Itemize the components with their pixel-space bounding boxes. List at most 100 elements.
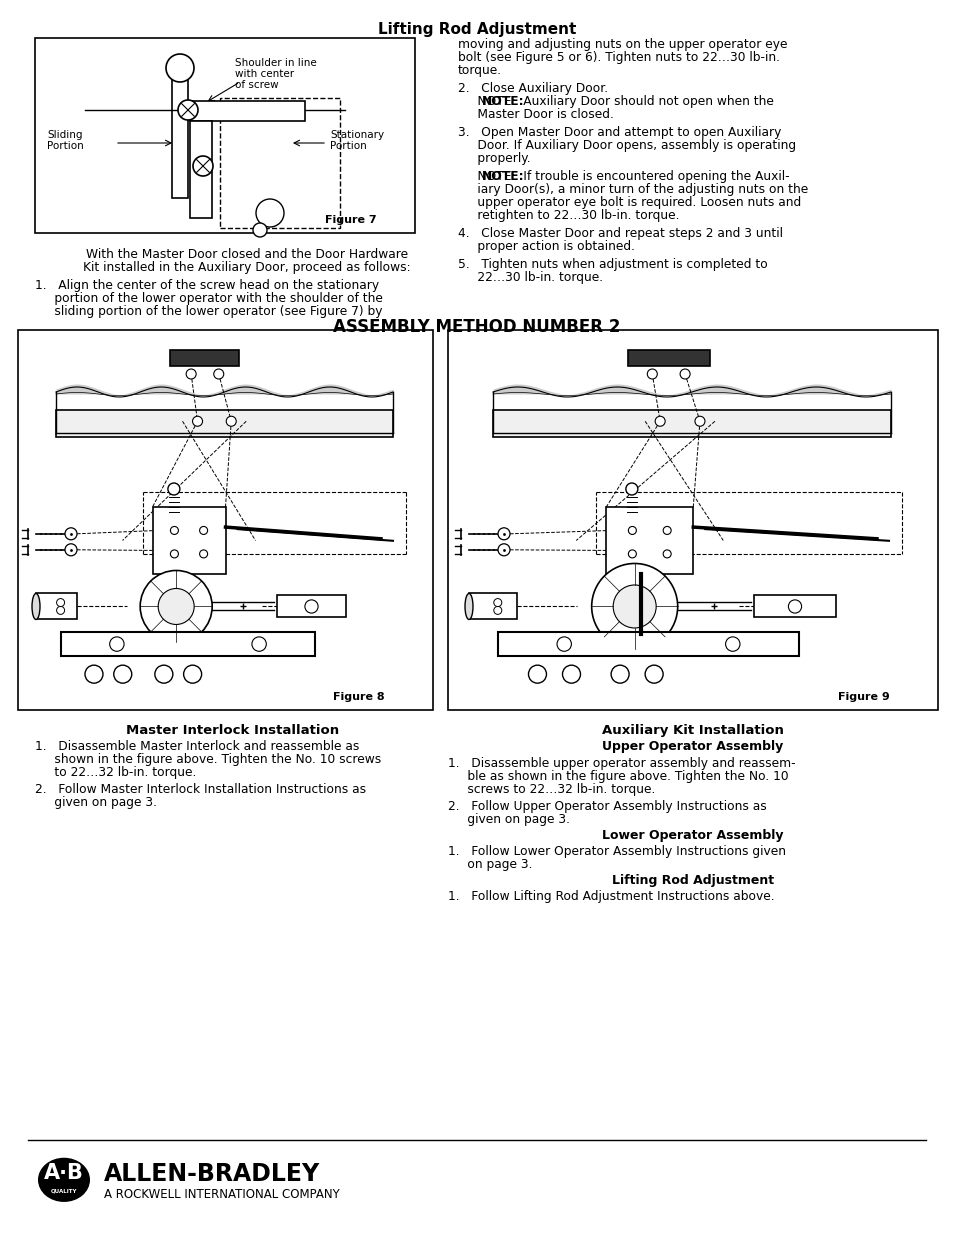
Circle shape <box>158 589 194 625</box>
Text: sliding portion of the lower operator (see Figure 7) by: sliding portion of the lower operator (s… <box>35 305 382 317</box>
Bar <box>276 595 346 618</box>
Circle shape <box>625 483 638 495</box>
Bar <box>171 350 239 366</box>
Text: A ROCKWELL INTERNATIONAL COMPANY: A ROCKWELL INTERNATIONAL COMPANY <box>104 1188 339 1200</box>
Circle shape <box>65 527 77 540</box>
Bar <box>493 410 890 437</box>
Text: given on page 3.: given on page 3. <box>35 797 157 809</box>
Circle shape <box>494 599 501 606</box>
Circle shape <box>613 585 656 627</box>
Circle shape <box>168 483 180 495</box>
Bar <box>497 632 799 656</box>
Circle shape <box>562 666 579 683</box>
Ellipse shape <box>38 1157 90 1202</box>
Text: to 22…32 lb-in. torque.: to 22…32 lb-in. torque. <box>35 766 196 779</box>
Ellipse shape <box>32 594 40 620</box>
Text: of screw: of screw <box>234 80 278 90</box>
Circle shape <box>787 600 801 613</box>
Text: retighten to 22…30 lb-in. torque.: retighten to 22…30 lb-in. torque. <box>457 209 679 222</box>
Text: NOTE:  If trouble is encountered opening the Auxil-: NOTE: If trouble is encountered opening … <box>457 170 789 183</box>
Circle shape <box>255 199 284 227</box>
Circle shape <box>154 666 172 683</box>
Circle shape <box>65 543 77 556</box>
Circle shape <box>56 606 65 614</box>
Circle shape <box>494 606 501 614</box>
Text: proper action is obtained.: proper action is obtained. <box>457 240 635 253</box>
Text: With the Master Door closed and the Door Hardware: With the Master Door closed and the Door… <box>86 248 408 261</box>
Text: Master Interlock Installation: Master Interlock Installation <box>127 724 339 737</box>
Circle shape <box>662 526 671 535</box>
Text: Sliding: Sliding <box>47 130 82 140</box>
Text: shown in the figure above. Tighten the No. 10 screws: shown in the figure above. Tighten the N… <box>35 753 381 766</box>
Bar <box>18 330 433 710</box>
Circle shape <box>528 666 546 683</box>
Text: with center: with center <box>234 69 294 79</box>
Text: QUALITY: QUALITY <box>51 1188 77 1193</box>
Text: Lower Operator Assembly: Lower Operator Assembly <box>601 829 783 842</box>
Circle shape <box>253 224 267 237</box>
Circle shape <box>725 637 740 651</box>
Text: iary Door(s), a minor turn of the adjusting nuts on the: iary Door(s), a minor turn of the adjust… <box>457 183 807 196</box>
Circle shape <box>183 666 201 683</box>
Circle shape <box>628 526 636 535</box>
Text: NOTE:: NOTE: <box>482 170 524 183</box>
Text: 5.   Tighten nuts when adjustment is completed to: 5. Tighten nuts when adjustment is compl… <box>457 258 767 270</box>
Text: ASSEMBLY METHOD NUMBER 2: ASSEMBLY METHOD NUMBER 2 <box>333 317 620 336</box>
Bar <box>190 101 305 121</box>
Text: ble as shown in the figure above. Tighten the No. 10: ble as shown in the figure above. Tighte… <box>448 769 788 783</box>
Text: Shoulder in line: Shoulder in line <box>234 58 316 68</box>
Text: 3.   Open Master Door and attempt to open Auxiliary: 3. Open Master Door and attempt to open … <box>457 126 781 140</box>
Circle shape <box>611 666 628 683</box>
Bar <box>36 594 77 620</box>
Text: properly.: properly. <box>457 152 530 165</box>
Circle shape <box>113 666 132 683</box>
Text: Figure 8: Figure 8 <box>333 692 384 701</box>
Text: 1.   Align the center of the screw head on the stationary: 1. Align the center of the screw head on… <box>35 279 378 291</box>
Text: portion of the lower operator with the shoulder of the: portion of the lower operator with the s… <box>35 291 382 305</box>
Bar <box>56 410 393 437</box>
Circle shape <box>647 369 657 379</box>
Circle shape <box>85 666 103 683</box>
Circle shape <box>679 369 689 379</box>
Text: moving and adjusting nuts on the upper operator eye: moving and adjusting nuts on the upper o… <box>457 38 786 51</box>
Text: Portion: Portion <box>330 141 366 151</box>
Circle shape <box>213 369 224 379</box>
Text: screws to 22…32 lb-in. torque.: screws to 22…32 lb-in. torque. <box>448 783 655 797</box>
Text: 2.   Follow Master Interlock Installation Instructions as: 2. Follow Master Interlock Installation … <box>35 783 366 797</box>
Circle shape <box>497 527 510 540</box>
Bar <box>61 632 314 656</box>
Text: torque.: torque. <box>457 64 501 77</box>
Text: Figure 7: Figure 7 <box>325 215 376 225</box>
Text: 22…30 lb-in. torque.: 22…30 lb-in. torque. <box>457 270 602 284</box>
Text: Figure 9: Figure 9 <box>837 692 889 701</box>
Circle shape <box>140 571 212 642</box>
Bar <box>469 594 517 620</box>
Circle shape <box>644 666 662 683</box>
Text: 1.   Follow Lower Operator Assembly Instructions given: 1. Follow Lower Operator Assembly Instru… <box>448 845 785 858</box>
Circle shape <box>628 550 636 558</box>
Text: Portion: Portion <box>47 141 84 151</box>
Circle shape <box>178 100 198 120</box>
Bar <box>627 350 709 366</box>
Text: ALLEN-BRADLEY: ALLEN-BRADLEY <box>104 1162 320 1186</box>
Bar <box>753 595 835 618</box>
Circle shape <box>166 54 193 82</box>
Circle shape <box>226 416 236 426</box>
Circle shape <box>557 637 571 651</box>
Circle shape <box>305 600 317 613</box>
Text: NOTE:: NOTE: <box>482 95 524 107</box>
Bar <box>220 98 339 228</box>
Circle shape <box>193 156 213 177</box>
Circle shape <box>694 416 704 426</box>
Text: Stationary: Stationary <box>330 130 384 140</box>
Text: NOTE:  Auxiliary Door should not open when the: NOTE: Auxiliary Door should not open whe… <box>457 95 773 107</box>
Circle shape <box>591 563 677 650</box>
Circle shape <box>186 369 196 379</box>
Circle shape <box>193 416 202 426</box>
Circle shape <box>199 526 208 535</box>
Bar <box>605 508 693 574</box>
Text: Master Door is closed.: Master Door is closed. <box>457 107 613 121</box>
Circle shape <box>655 416 664 426</box>
Circle shape <box>110 637 124 651</box>
Bar <box>190 121 212 219</box>
